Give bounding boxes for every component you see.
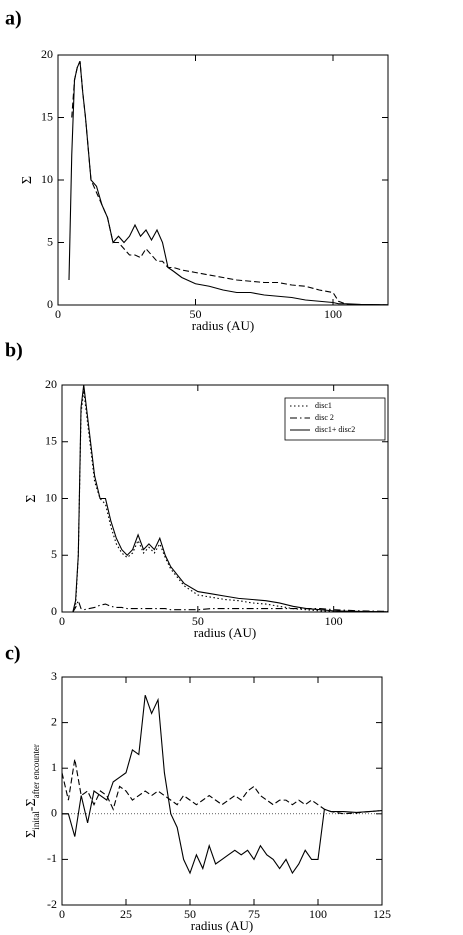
y-axis-label-part: Σ bbox=[24, 494, 39, 502]
y-axis-label: Σinital-Σafter encounter bbox=[24, 744, 41, 838]
y-tick-label: 20 bbox=[41, 47, 53, 61]
panel-label: a) bbox=[5, 8, 22, 30]
x-tick-label: 0 bbox=[55, 307, 61, 321]
x-tick-label: 50 bbox=[192, 614, 204, 628]
x-axis-label: radius (AU) bbox=[194, 625, 256, 640]
y-axis-label: Σ bbox=[24, 494, 39, 502]
y-axis-label-part: Σ bbox=[24, 830, 39, 838]
y-tick-label: 10 bbox=[41, 172, 53, 186]
series-line bbox=[68, 61, 389, 306]
x-axis-label: radius (AU) bbox=[192, 318, 254, 333]
series-line bbox=[72, 390, 389, 613]
y-tick-label: 1 bbox=[51, 760, 57, 774]
series-line bbox=[61, 758, 383, 815]
x-tick-label: 0 bbox=[59, 907, 65, 921]
y-axis-label-part: inital bbox=[31, 811, 41, 830]
legend-label: disc 2 bbox=[315, 413, 334, 422]
x-tick-label: 50 bbox=[184, 907, 196, 921]
series-line bbox=[71, 61, 389, 306]
series-line bbox=[72, 384, 389, 613]
x-axis-label: radius (AU) bbox=[191, 918, 253, 933]
legend-box bbox=[284, 397, 386, 441]
x-tick-label: 100 bbox=[325, 614, 343, 628]
legend-label: disc1+ disc2 bbox=[315, 425, 355, 434]
y-axis-label: Σ bbox=[20, 176, 35, 184]
x-tick-label: 75 bbox=[248, 907, 260, 921]
panel-label: c) bbox=[5, 643, 21, 665]
plot-frame bbox=[61, 676, 383, 906]
y-tick-label: 3 bbox=[51, 669, 57, 683]
y-axis-label-part: Σ bbox=[20, 176, 35, 184]
x-tick-label: 100 bbox=[324, 307, 342, 321]
x-tick-label: 25 bbox=[120, 907, 132, 921]
y-tick-label: 10 bbox=[45, 490, 57, 504]
legend-label: disc1 bbox=[315, 401, 332, 410]
series-line bbox=[62, 695, 383, 875]
panel-label: b) bbox=[5, 340, 23, 362]
y-axis-label-part: -Σ bbox=[24, 798, 39, 811]
x-tick-label: 125 bbox=[373, 907, 391, 921]
y-tick-label: 0 bbox=[47, 297, 53, 311]
y-tick-label: 2 bbox=[51, 714, 57, 728]
y-tick-label: 5 bbox=[47, 234, 53, 248]
x-tick-label: 100 bbox=[309, 907, 327, 921]
x-tick-label: 0 bbox=[59, 614, 65, 628]
y-tick-label: 0 bbox=[51, 604, 57, 618]
y-tick-label: -2 bbox=[47, 897, 57, 911]
y-tick-label: 0 bbox=[51, 806, 57, 820]
y-tick-label: -1 bbox=[47, 851, 57, 865]
series-line bbox=[72, 599, 389, 613]
plot-frame bbox=[57, 54, 389, 306]
y-tick-label: 5 bbox=[51, 547, 57, 561]
y-tick-label: 20 bbox=[45, 377, 57, 391]
y-tick-label: 15 bbox=[45, 434, 57, 448]
y-axis-label-part: after encounter bbox=[31, 744, 41, 798]
y-tick-label: 15 bbox=[41, 109, 53, 123]
x-tick-label: 50 bbox=[190, 307, 202, 321]
